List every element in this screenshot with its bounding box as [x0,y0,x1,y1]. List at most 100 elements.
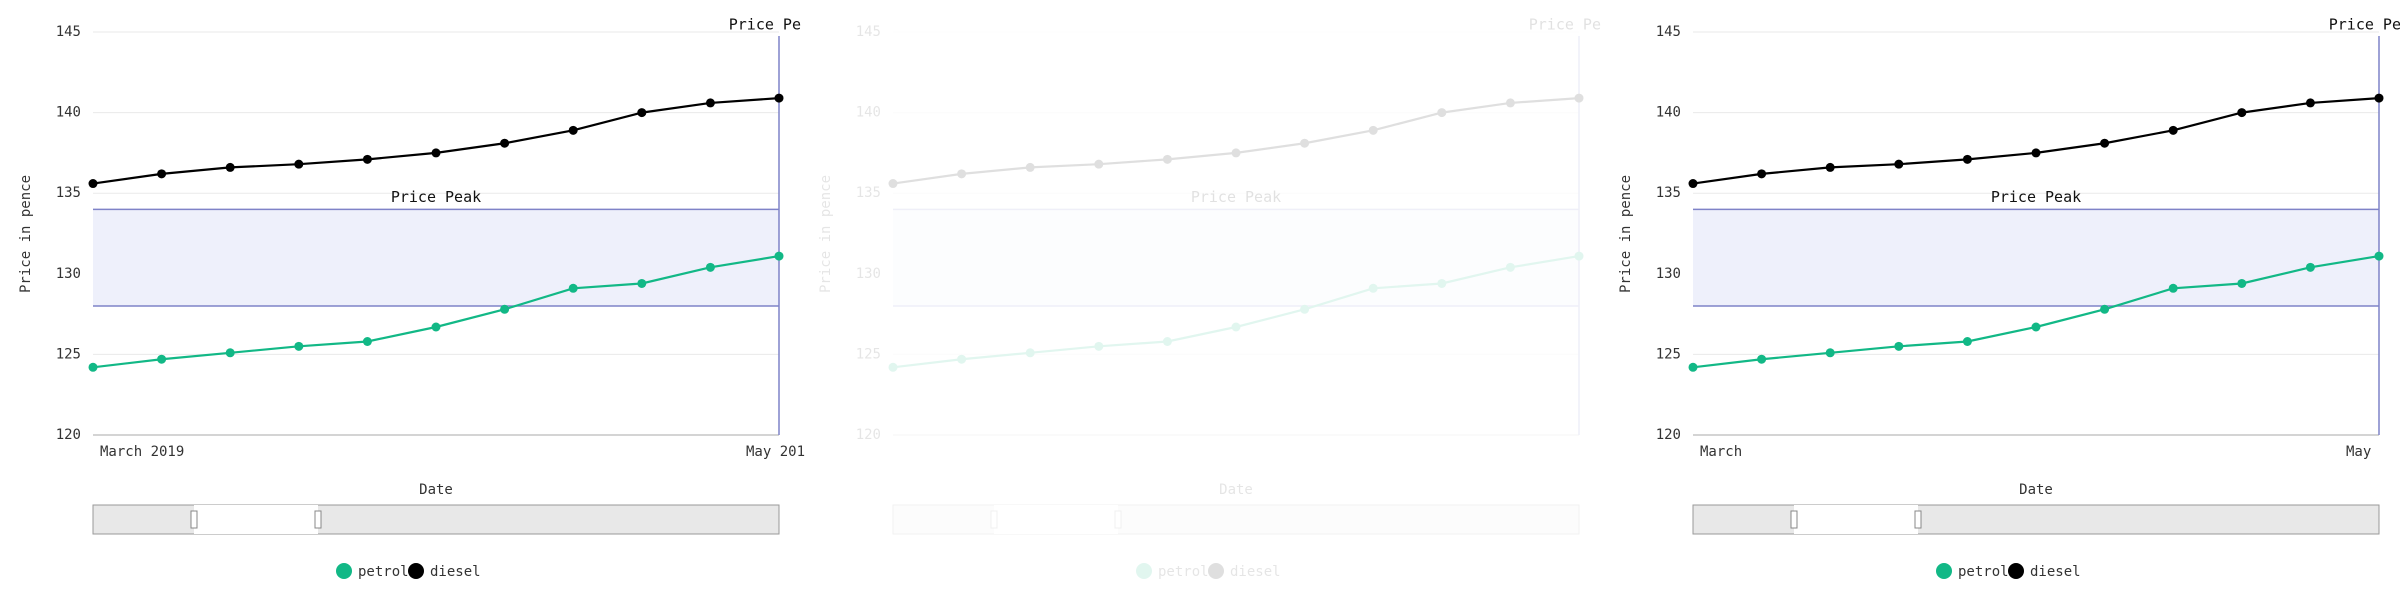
data-point [1162,154,1172,164]
y-tick-label: 130 [856,266,881,282]
data-point [1368,283,1378,293]
data-point [2305,98,2315,108]
data-point [1231,322,1241,332]
legend-swatch[interactable] [1136,563,1152,579]
series-line [892,254,1580,369]
data-point [2168,283,2178,293]
data-point [88,362,98,372]
y-tick-label: 120 [56,427,81,443]
legend-swatch[interactable] [408,563,424,579]
data-point [568,125,578,135]
series-line [1692,96,2380,185]
data-point [1162,337,1172,347]
data-point [2237,108,2247,118]
y-tick-label: 135 [856,185,881,201]
chart-panel: 120 125 130 135 140 145 Price Peak Price Pe Marc… [1618,16,2400,581]
peak-line-label: Price Pe [1529,16,1601,34]
x-axis-label: Date [419,482,453,498]
data-point [2374,93,2384,103]
legend-label[interactable]: diesel [430,564,481,580]
y-tick-label: 140 [56,105,81,121]
data-point [294,159,304,169]
data-point [1894,159,1904,169]
y-tick-label: 140 [1656,105,1681,121]
data-point [2374,251,2384,261]
series-line [92,96,780,185]
brush-handle[interactable] [1914,510,1922,529]
data-point [500,304,510,314]
data-point [1757,354,1767,364]
data-point [705,262,715,272]
data-point [705,98,715,108]
data-point [888,179,898,189]
data-point [1094,159,1104,169]
y-tick-label: 130 [1656,266,1681,282]
data-point [1574,251,1584,261]
brush-handle[interactable] [314,510,322,529]
y-tick-label: 145 [856,24,881,40]
brush-window[interactable] [194,505,318,534]
y-axis-label: Price in pence [1618,175,1634,293]
data-point [1688,362,1698,372]
legend-swatch[interactable] [1208,563,1224,579]
brush-window[interactable] [994,505,1118,534]
data-point [774,93,784,103]
data-point [1437,108,1447,118]
brush-handle[interactable] [1790,510,1798,529]
peak-band [93,209,779,307]
legend-swatch[interactable] [336,563,352,579]
brush-handle[interactable] [1114,510,1122,529]
data-point [225,162,235,172]
data-point [2031,322,2041,332]
data-point [1300,138,1310,148]
y-axis-label: Price in pence [818,175,834,293]
chart-panel: 120 125 130 135 140 145 Price Peak Price Pe Marc… [18,16,805,581]
data-point [225,348,235,358]
y-tick-label: 145 [1656,24,1681,40]
data-point [1962,337,1972,347]
data-point [1757,169,1767,179]
y-tick-label: 120 [1656,427,1681,443]
legend-label[interactable]: petrol [358,564,409,580]
data-point [637,108,647,118]
data-point [294,341,304,351]
data-point [1300,304,1310,314]
data-point [888,362,898,372]
y-axis-label: Price in pence [18,175,34,293]
brush-track[interactable] [892,504,1580,535]
data-point [1688,179,1698,189]
data-point [157,354,167,364]
legend-label[interactable]: diesel [2030,564,2081,580]
brush-window[interactable] [1794,505,1918,534]
data-point [774,251,784,261]
legend-label[interactable]: diesel [1230,564,1281,580]
legend-swatch[interactable] [1936,563,1952,579]
data-point [1574,93,1584,103]
data-point [88,179,98,189]
brush-handle[interactable] [990,510,998,529]
data-point [2100,138,2110,148]
legend-label[interactable]: petrol [1958,564,2009,580]
y-tick-label: 130 [56,266,81,282]
data-point [362,154,372,164]
y-tick-label: 140 [856,105,881,121]
brush-handle[interactable] [190,510,198,529]
data-point [2168,125,2178,135]
data-point [957,169,967,179]
data-point [1368,125,1378,135]
legend-label[interactable]: petrol [1158,564,1209,580]
data-point [431,148,441,158]
data-point [1025,162,1035,172]
x-tick-label: March [1700,444,1742,460]
x-tick-label: May [2346,444,2371,460]
x-axis-label: Date [1219,482,1253,498]
data-point [157,169,167,179]
data-point [431,322,441,332]
data-point [1025,348,1035,358]
data-point [1962,154,1972,164]
peak-line-label: Price Pe [729,16,801,34]
legend-swatch[interactable] [2008,563,2024,579]
data-point [362,337,372,347]
x-tick-label: May 201 [746,444,805,460]
